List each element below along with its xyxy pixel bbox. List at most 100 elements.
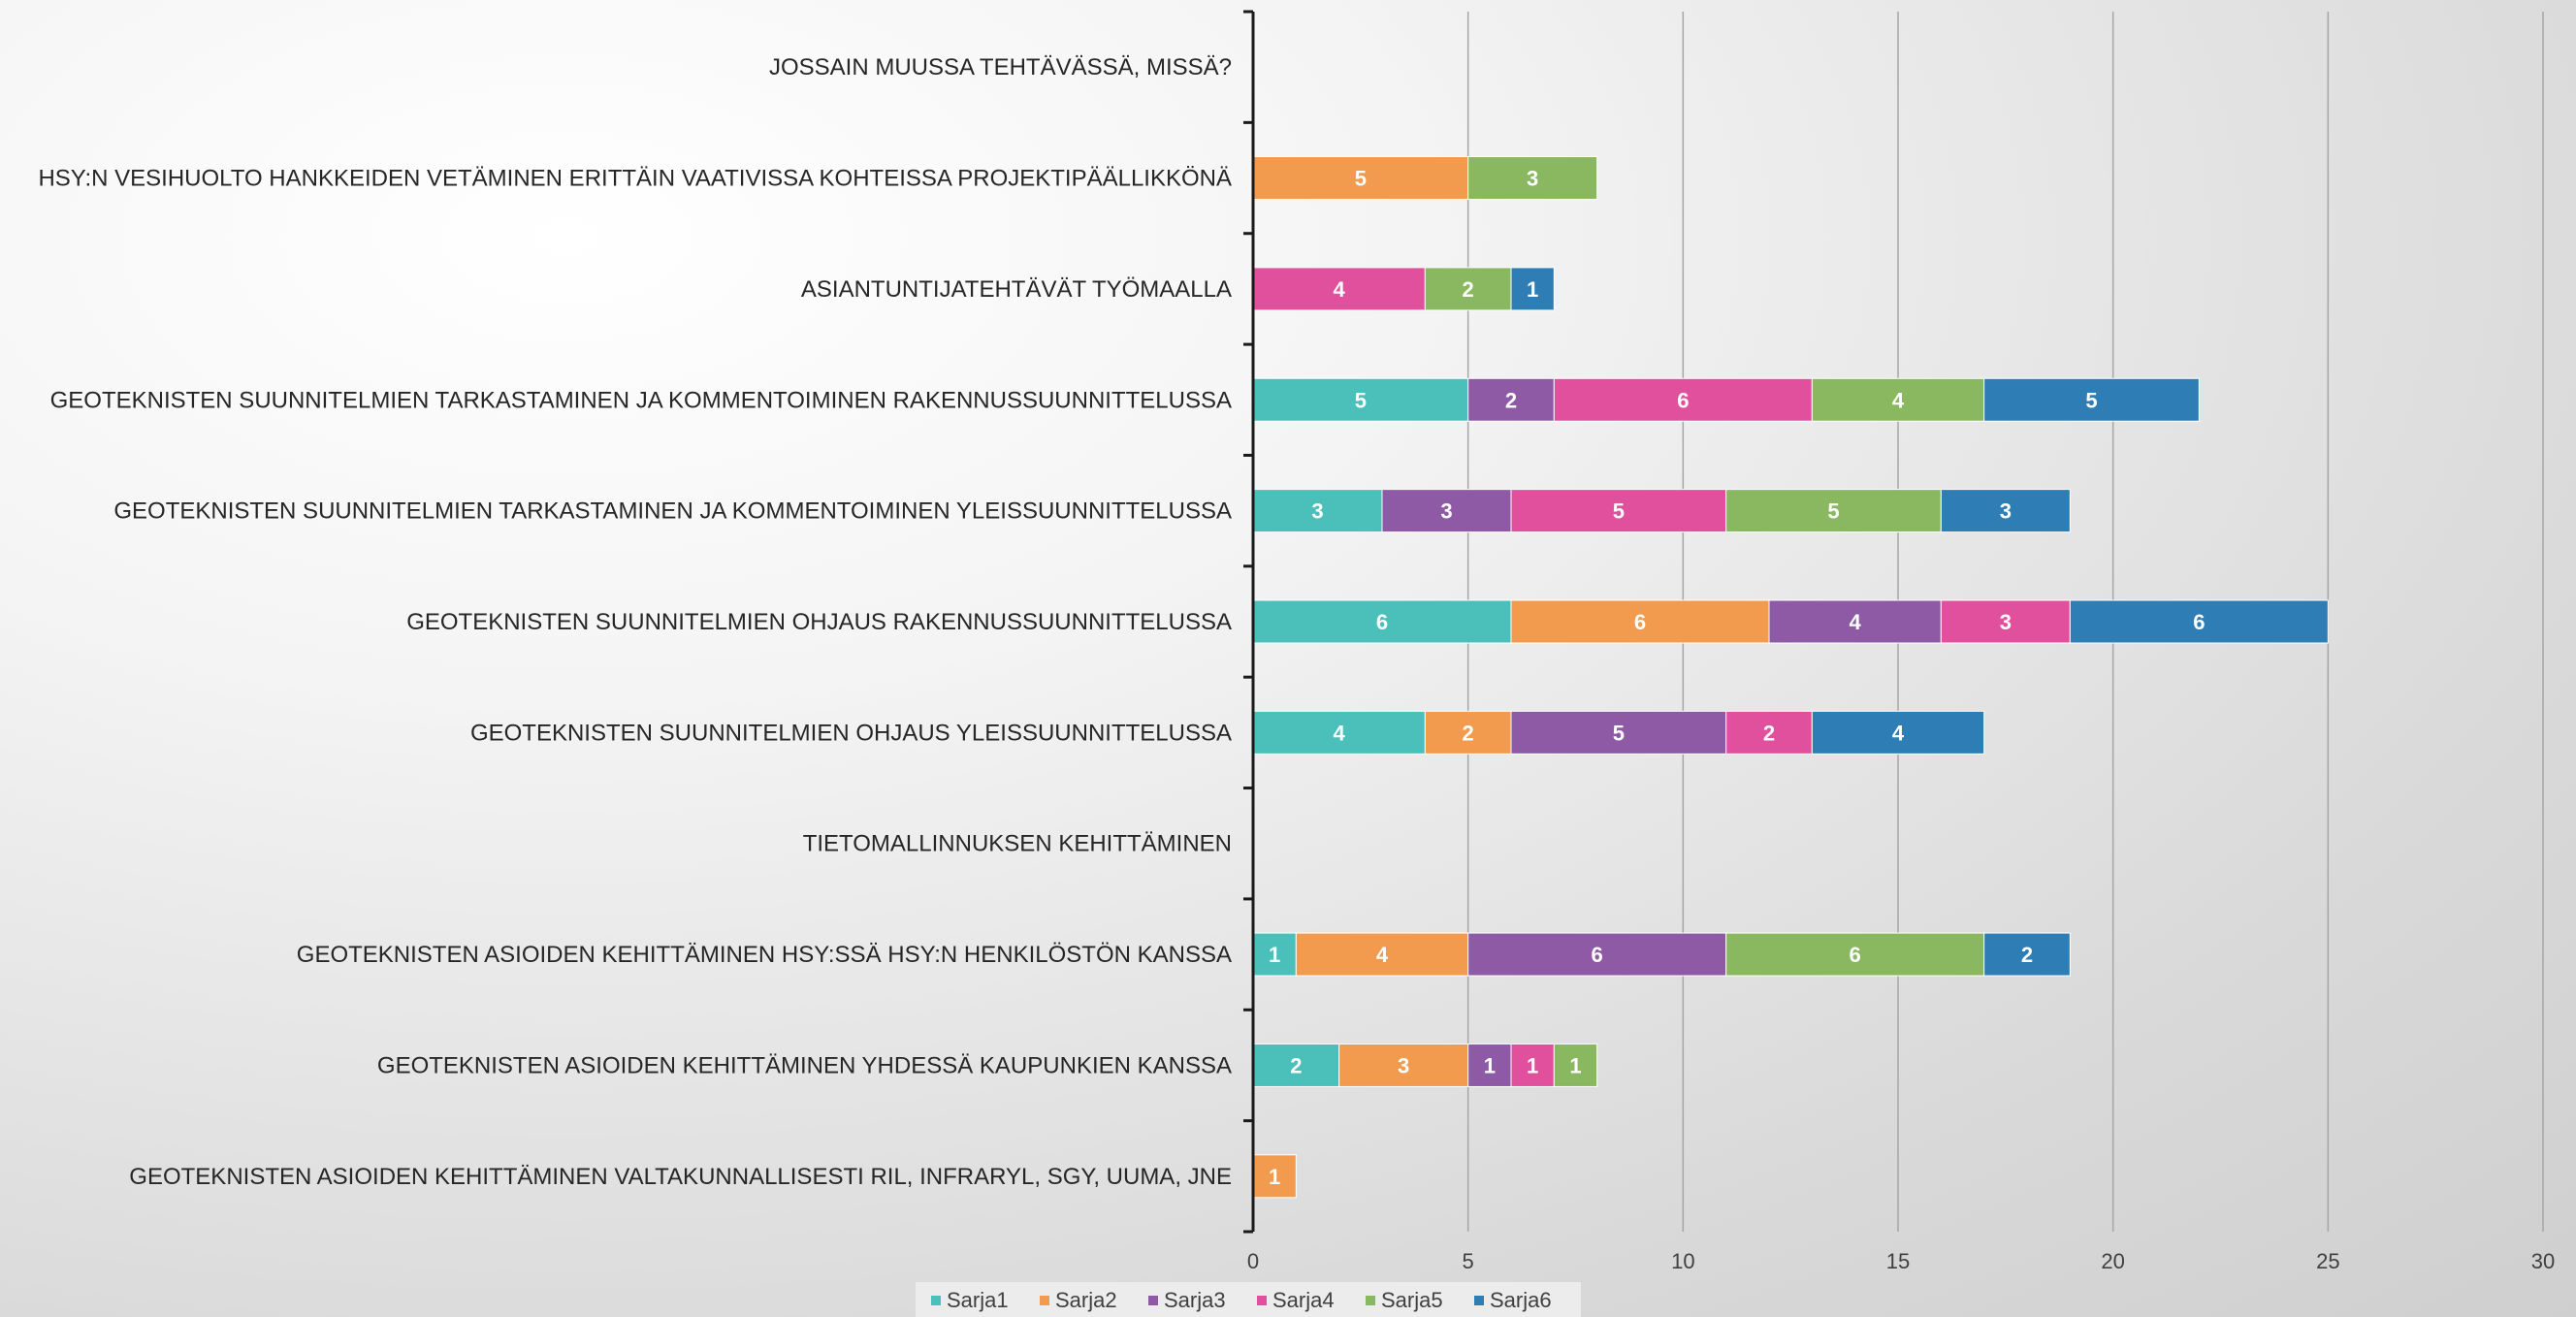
legend-swatch <box>1040 1296 1049 1305</box>
legend: Sarja1 Sarja2 Sarja3 Sarja4 Sarja5 Sarja6 <box>916 1282 1581 1317</box>
legend-label: Sarja2 <box>1055 1288 1117 1312</box>
data-label: 6 <box>1376 610 1388 634</box>
legend-label: Sarja1 <box>947 1288 1009 1312</box>
bar-segment <box>1424 267 1512 311</box>
bar-segment <box>2069 599 2329 644</box>
data-label: 3 <box>2000 499 2012 524</box>
data-label: 6 <box>1592 943 1603 967</box>
x-tick-label: 0 <box>1247 1249 1259 1273</box>
bar-segment <box>1725 710 1813 755</box>
legend-swatch <box>1366 1296 1375 1305</box>
x-tick-label: 10 <box>1671 1249 1694 1273</box>
category-label: GEOTEKNISTEN ASIOIDEN KEHITTÄMINEN YHDES… <box>377 1052 1232 1078</box>
x-tick-label: 25 <box>2316 1249 2339 1273</box>
x-tick-label: 20 <box>2101 1249 2124 1273</box>
bar-segment <box>1467 1043 1512 1087</box>
data-label: 5 <box>1613 499 1625 524</box>
legend-swatch <box>1474 1296 1484 1305</box>
data-label: 5 <box>2085 388 2097 412</box>
bar-segment <box>1252 377 1469 422</box>
data-label: 2 <box>1463 721 1474 745</box>
bar-segment <box>1338 1043 1469 1087</box>
data-label: 3 <box>1398 1053 1409 1077</box>
x-tick-label: 5 <box>1463 1249 1474 1273</box>
bar-segment <box>1467 932 1727 977</box>
bar-segment <box>1940 489 2071 533</box>
bar-segment <box>1983 932 2071 977</box>
bar-segment <box>1467 156 1598 201</box>
data-label: 4 <box>1850 610 1862 634</box>
bar-segment <box>1252 710 1426 755</box>
category-label: HSY:N VESIHUOLTO HANKKEIDEN VETÄMINEN ER… <box>38 166 1232 192</box>
data-label: 1 <box>1269 1165 1280 1189</box>
bar-segment <box>1510 599 1770 644</box>
data-label: 2 <box>1505 388 1517 412</box>
legend-swatch <box>931 1296 941 1305</box>
data-label: 6 <box>1634 610 1646 634</box>
data-label: 6 <box>1677 388 1689 412</box>
data-label: 2 <box>2021 943 2033 967</box>
category-label: GEOTEKNISTEN SUUNNITELMIEN TARKASTAMINEN… <box>50 387 1232 413</box>
bars: 5 3 4 2 1 5 2 6 4 5 3 3 5 5 3 6 6 4 3 6 4 2 5 2 4 1 4 6 6 2 2 3 1 1 1 1 <box>1252 156 2329 1199</box>
data-label: 5 <box>1613 721 1625 745</box>
bar-segment <box>1510 710 1727 755</box>
bar-segment <box>1252 489 1383 533</box>
bar-segment <box>1768 599 1942 644</box>
data-label: 4 <box>1376 943 1389 967</box>
data-label: 5 <box>1355 167 1367 191</box>
bar-segment <box>1252 1154 1297 1199</box>
x-tick-label: 30 <box>2531 1249 2555 1273</box>
data-label: 3 <box>1311 499 1323 524</box>
bar-segment <box>1725 489 1942 533</box>
data-label: 4 <box>1334 277 1346 302</box>
category-label: ASIANTUNTIJATEHTÄVÄT TYÖMAALLA <box>801 276 1232 303</box>
data-label: 1 <box>1484 1053 1496 1077</box>
data-label: 2 <box>1463 277 1474 302</box>
data-label: 2 <box>1763 721 1775 745</box>
category-label: TIETOMALLINNUKSEN KEHITTÄMINEN <box>803 831 1232 857</box>
data-label: 5 <box>1355 388 1367 412</box>
bar-segment <box>1553 1043 1598 1087</box>
data-label: 1 <box>1527 277 1538 302</box>
bar-segment <box>1510 267 1555 311</box>
category-label: GEOTEKNISTEN ASIOIDEN KEHITTÄMINEN HSY:S… <box>297 942 1232 968</box>
value-axis: 0 5 10 15 20 25 30 <box>1247 1249 2555 1273</box>
legend-label: Sarja5 <box>1381 1288 1443 1312</box>
data-label: 4 <box>1892 721 1905 745</box>
bar-segment <box>1983 377 2200 422</box>
data-label: 3 <box>1440 499 1452 524</box>
bar-segment <box>1252 156 1469 201</box>
bar-segment <box>1381 489 1512 533</box>
category-label: JOSSAIN MUUSSA TEHTÄVÄSSÄ, MISSÄ? <box>769 54 1232 80</box>
category-label: GEOTEKNISTEN ASIOIDEN KEHITTÄMINEN VALTA… <box>129 1164 1232 1190</box>
data-label: 6 <box>2193 610 2205 634</box>
data-label: 4 <box>1892 388 1905 412</box>
data-label: 6 <box>1850 943 1861 967</box>
data-label: 3 <box>2000 610 2012 634</box>
data-label: 1 <box>1527 1053 1538 1077</box>
bar-segment <box>1811 710 1985 755</box>
legend-label: Sarja4 <box>1272 1288 1335 1312</box>
bar-segment <box>1553 377 1813 422</box>
legend-label: Sarja3 <box>1164 1288 1226 1312</box>
legend-label: Sarja6 <box>1490 1288 1552 1312</box>
bar-segment <box>1510 489 1727 533</box>
bar-segment <box>1252 1043 1340 1087</box>
legend-swatch <box>1148 1296 1158 1305</box>
x-tick-label: 15 <box>1886 1249 1910 1273</box>
data-label: 4 <box>1334 721 1346 745</box>
bar-segment <box>1725 932 1985 977</box>
legend-box <box>916 1282 1581 1317</box>
category-label: GEOTEKNISTEN SUUNNITELMIEN TARKASTAMINEN… <box>113 498 1232 525</box>
data-label: 2 <box>1290 1053 1302 1077</box>
category-axis: JOSSAIN MUUSSA TEHTÄVÄSSÄ, MISSÄ? HSY:N V… <box>38 10 1255 1234</box>
category-label: GEOTEKNISTEN SUUNNITELMIEN OHJAUS YLEISS… <box>470 720 1232 746</box>
bar-segment <box>1252 932 1297 977</box>
data-label: 3 <box>1527 167 1538 191</box>
data-label: 1 <box>1569 1053 1581 1077</box>
legend-swatch <box>1257 1296 1267 1305</box>
bar-segment <box>1295 932 1469 977</box>
bar-segment <box>1467 377 1555 422</box>
data-label: 1 <box>1269 943 1280 967</box>
